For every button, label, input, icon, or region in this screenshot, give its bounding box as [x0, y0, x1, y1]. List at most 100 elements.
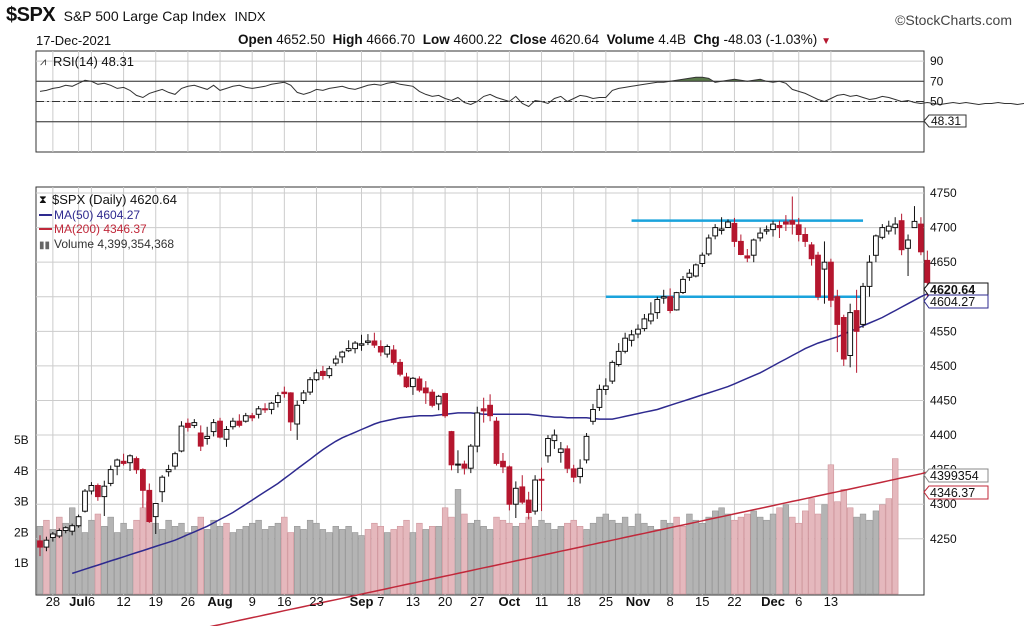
exchange-label: INDX — [234, 9, 266, 24]
candle-body — [860, 285, 866, 325]
volume-bar — [171, 526, 179, 595]
volume-bar — [287, 532, 294, 595]
candle-body — [275, 395, 281, 404]
x-tick-label: 11 — [535, 594, 549, 609]
price-y-tick: 4400 — [930, 428, 957, 442]
price-y-tick: 4500 — [930, 359, 957, 373]
volume-bar — [744, 513, 751, 595]
rsi-overbought-fill — [81, 77, 764, 82]
price-y-tick: 4650 — [930, 255, 957, 269]
volume-bar — [371, 522, 378, 595]
candle-body — [50, 533, 56, 538]
volume-bar — [133, 519, 140, 595]
candle-body — [660, 296, 667, 299]
open-label: Open — [238, 32, 273, 47]
candle-body — [667, 296, 674, 312]
candle-body — [82, 490, 88, 512]
legend-price: $SPX (Daily) 4620.64 — [52, 192, 177, 207]
volume-bar — [885, 498, 892, 595]
volume-value: 4.4B — [658, 32, 686, 47]
volume-bar — [596, 516, 603, 595]
rsi-reference-lines — [36, 80, 924, 123]
candle-body — [609, 361, 616, 382]
volume-bar — [506, 522, 513, 595]
volume-bar — [859, 513, 867, 595]
close-label: Close — [509, 32, 547, 47]
volume-bar — [43, 519, 50, 595]
candle-body — [185, 422, 191, 428]
candle-body — [107, 469, 114, 484]
candle-body — [821, 261, 828, 270]
x-tick-label: 25 — [599, 594, 613, 609]
volume-bar — [795, 522, 802, 595]
x-tick-label: 8 — [667, 594, 674, 609]
volume-bar — [396, 526, 404, 595]
candle-body — [834, 296, 841, 325]
volume-bar — [872, 510, 880, 595]
candle-body — [628, 334, 635, 341]
candle-body — [249, 415, 256, 419]
volume-bar — [499, 519, 507, 595]
candle-body — [217, 420, 223, 438]
x-tick-label: 9 — [249, 594, 256, 609]
volume-bar — [840, 489, 847, 595]
candle-body — [352, 342, 359, 350]
candle-body — [783, 221, 789, 225]
x-tick-label: 13 — [824, 594, 838, 609]
volume-label: Volume — [606, 32, 655, 47]
volume-bar — [409, 532, 417, 595]
candle-body — [918, 223, 924, 253]
candle-body — [120, 460, 127, 464]
rsi-last-value-box: 48.31 — [923, 114, 967, 128]
volume-bar — [847, 507, 854, 595]
candle-body — [892, 223, 899, 229]
candle-body — [725, 221, 731, 228]
candle-body — [699, 254, 706, 264]
rsi-last-value: 48.31 — [931, 114, 961, 128]
candle-body — [570, 468, 577, 478]
candle-body — [840, 317, 847, 360]
candle-body — [172, 453, 178, 467]
volume-y-tick: 3B — [14, 495, 29, 509]
x-tick-label: 23 — [309, 594, 323, 609]
volume-bar — [802, 510, 809, 595]
candle-body — [885, 225, 892, 232]
candle-body — [62, 527, 69, 532]
volume-bar — [814, 513, 822, 595]
volume-bar — [789, 516, 796, 595]
volume-bar — [223, 522, 230, 595]
candle-body — [512, 487, 519, 505]
candle-body — [140, 469, 146, 491]
x-tick-label: 26 — [181, 594, 195, 609]
down-arrow-icon: ▼ — [821, 36, 831, 47]
candle-body — [712, 227, 719, 237]
rsi-last-value-pointer — [923, 114, 967, 128]
candle-body — [622, 337, 629, 352]
high-value: 4666.70 — [366, 32, 416, 47]
x-tick-label: 13 — [406, 594, 420, 609]
candle-body — [178, 425, 185, 452]
ma50-line — [71, 293, 928, 575]
candle-body — [583, 435, 590, 461]
rsi-title: RSI(14) 48.31 — [53, 54, 134, 69]
candle-body — [262, 408, 268, 411]
candle-body — [557, 448, 564, 453]
stockcharts-credit[interactable]: ©StockCharts.com — [895, 12, 1012, 28]
candle-body — [500, 460, 506, 468]
x-tick-label: 6 — [88, 594, 95, 609]
candle-body — [429, 391, 436, 406]
volume-bar — [81, 532, 89, 595]
volume-bar — [673, 516, 680, 595]
candle-body — [37, 540, 43, 548]
candle-body — [371, 340, 378, 346]
volume-bar — [615, 522, 622, 595]
candle-body — [159, 476, 166, 493]
close-value: 4620.64 — [550, 32, 600, 47]
candle-body — [905, 239, 911, 249]
candle-body — [313, 372, 320, 381]
price-y-tick: 4750 — [930, 186, 957, 200]
candles — [37, 196, 931, 557]
volume-bar — [178, 522, 185, 595]
